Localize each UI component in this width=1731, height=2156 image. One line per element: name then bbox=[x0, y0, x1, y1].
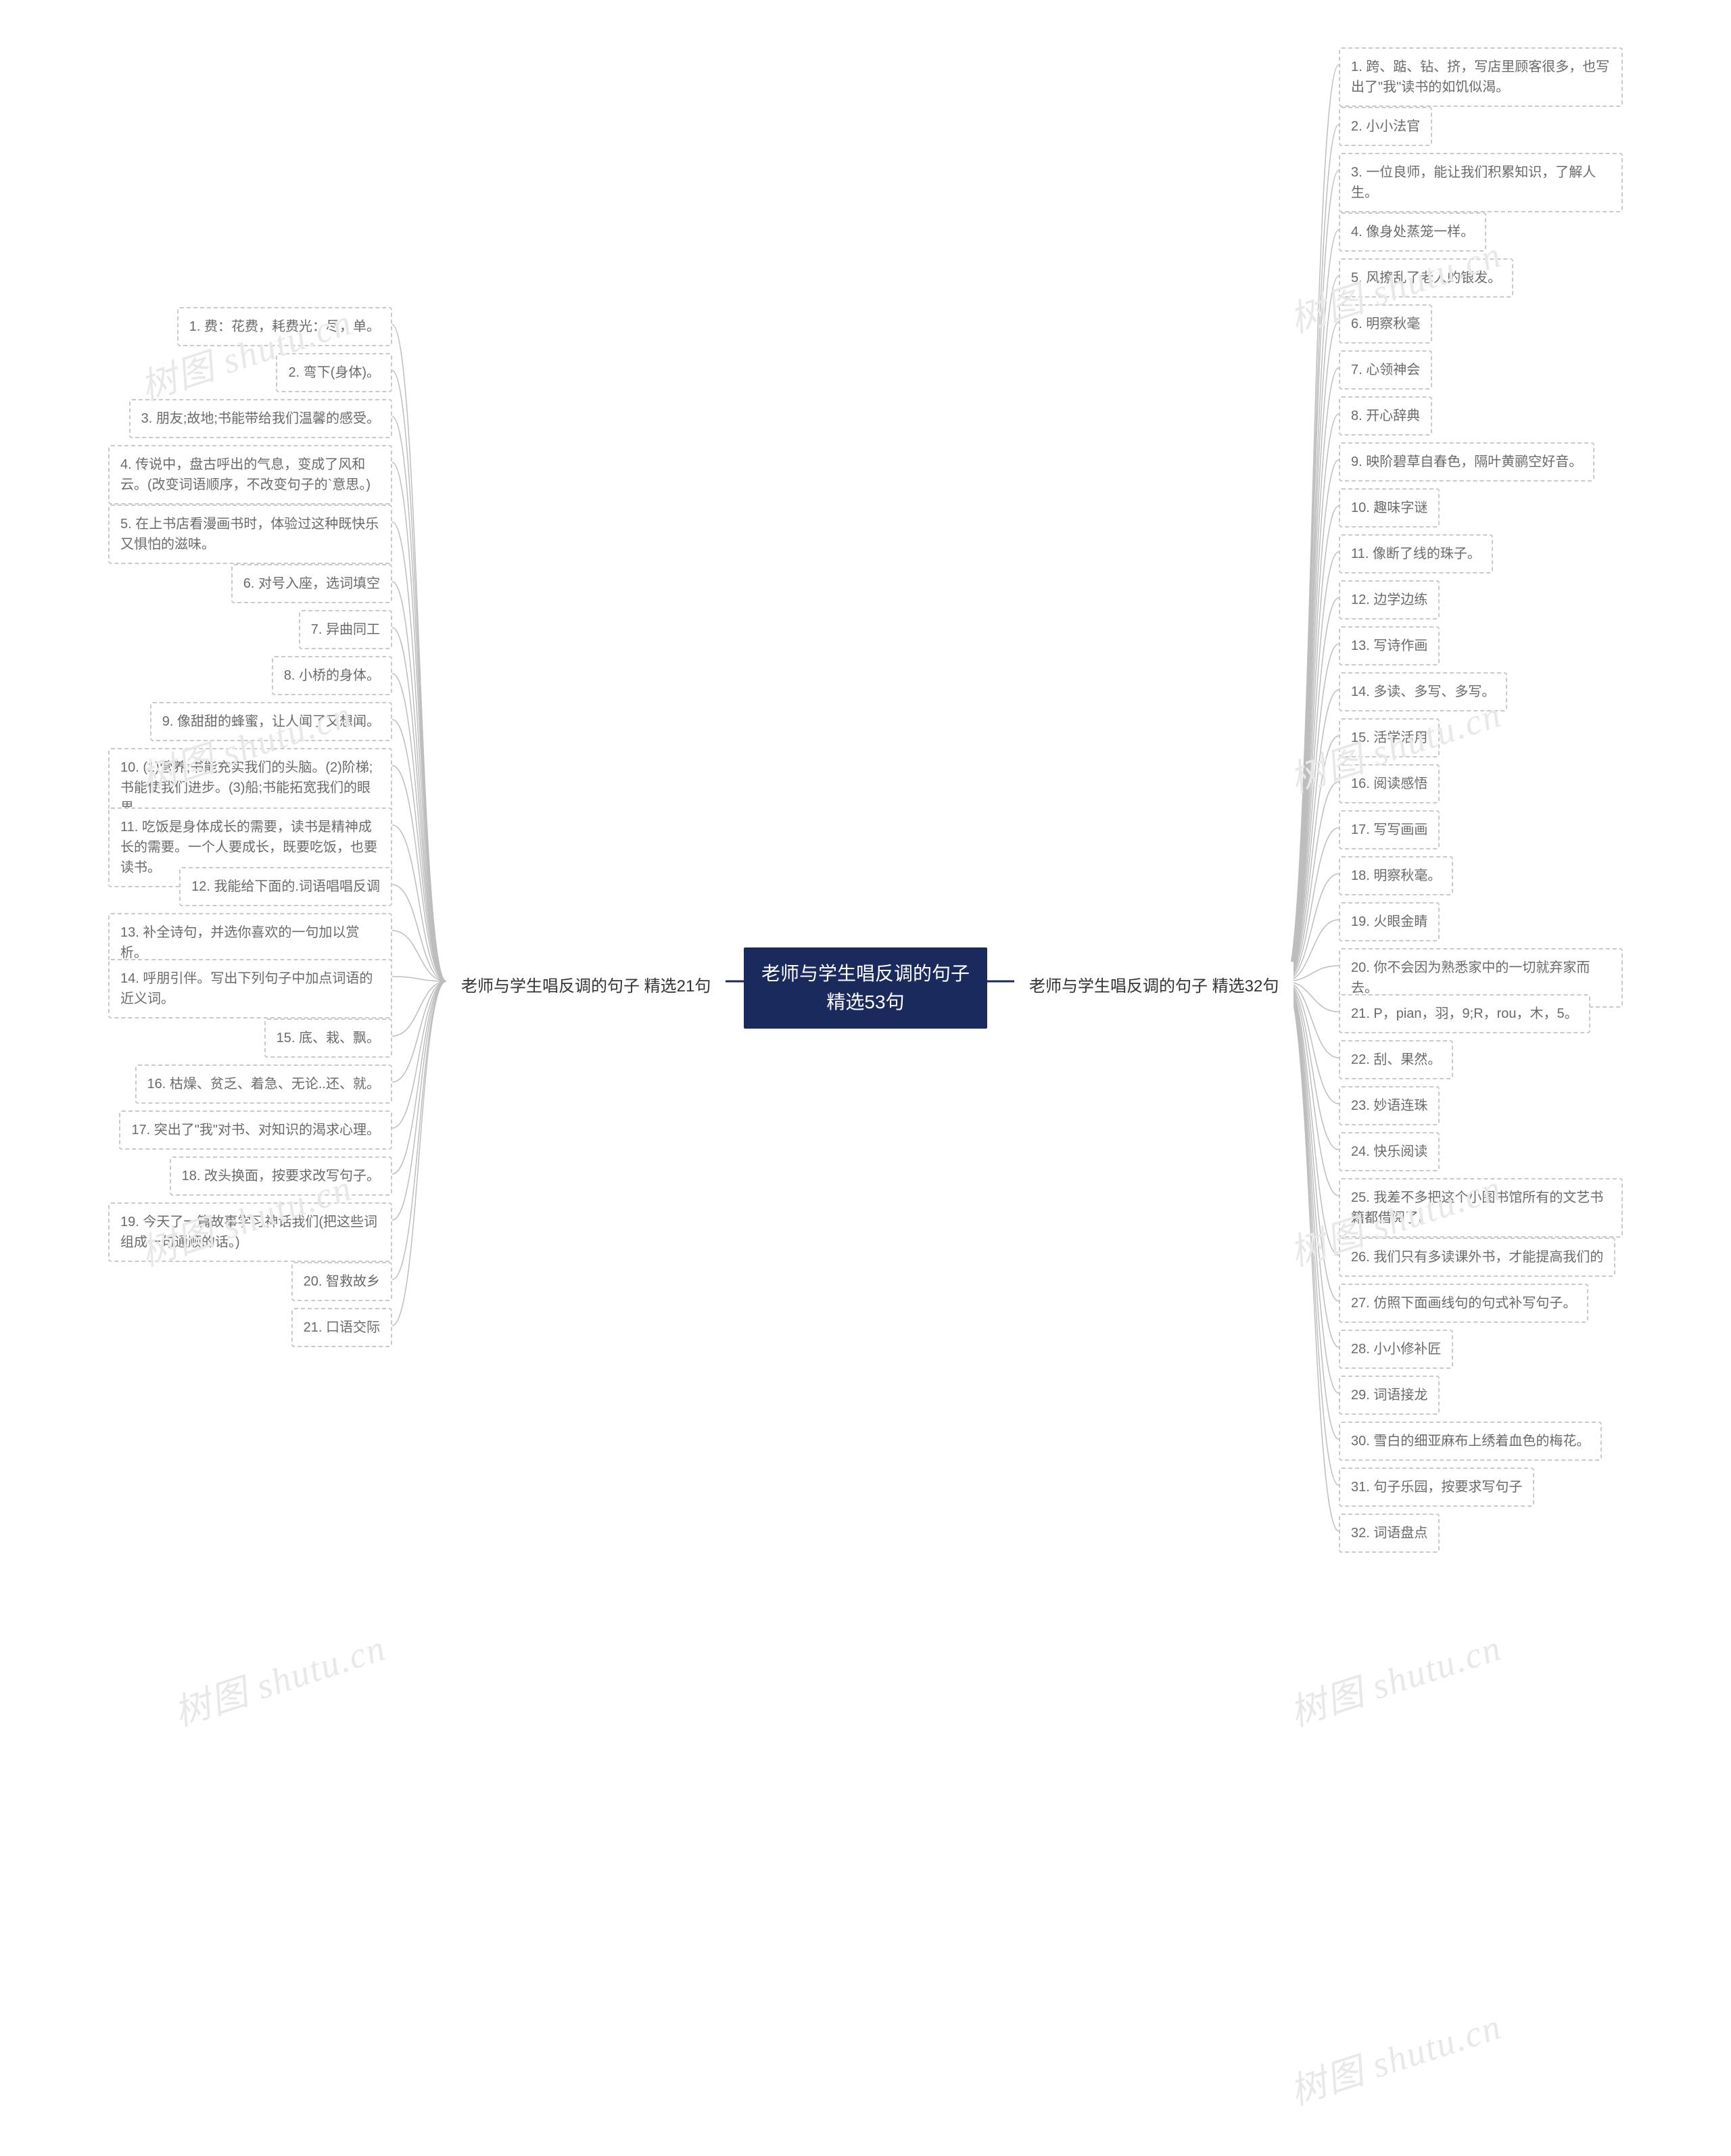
leaf-left: 2. 弯下(身体)。 bbox=[276, 353, 392, 392]
leaf-right: 15. 活学活用 bbox=[1339, 718, 1440, 757]
root-node: 老师与学生唱反调的句子 精选53句 bbox=[744, 947, 987, 1029]
root-label-line2: 精选53句 bbox=[826, 991, 904, 1012]
leaf-left: 4. 传说中，盘古呼出的气息，变成了风和云。(改变词语顺序，不改变句子的`意思。… bbox=[108, 445, 392, 505]
leaf-left: 20. 智救故乡 bbox=[291, 1262, 392, 1301]
leaf-right: 28. 小小修补匠 bbox=[1339, 1330, 1453, 1369]
leaf-left: 1. 费：花费，耗费光：尽，单。 bbox=[177, 307, 392, 346]
leaf-right: 32. 词语盘点 bbox=[1339, 1514, 1440, 1553]
watermark: 树图 shutu.cn bbox=[1282, 1996, 1508, 2115]
leaf-right: 2. 小小法官 bbox=[1339, 107, 1432, 146]
root-label-line1: 老师与学生唱反调的句子 bbox=[761, 963, 970, 984]
leaf-right: 11. 像断了线的珠子。 bbox=[1339, 534, 1493, 573]
leaf-right: 6. 明察秋毫 bbox=[1339, 304, 1432, 344]
leaf-right: 1. 跨、踮、钻、挤，写店里顾客很多，也写出了"我"读书的如饥似渴。 bbox=[1339, 47, 1623, 107]
branch-left-label: 老师与学生唱反调的句子 精选21句 bbox=[461, 977, 711, 995]
branch-left: 老师与学生唱反调的句子 精选21句 bbox=[446, 962, 726, 1007]
leaf-right: 13. 写诗作画 bbox=[1339, 626, 1440, 665]
leaf-right: 25. 我差不多把这个小图书馆所有的文艺书籍都借阅了。 bbox=[1339, 1178, 1623, 1238]
mindmap-canvas: 老师与学生唱反调的句子 精选53句 老师与学生唱反调的句子 精选21句 老师与学… bbox=[0, 0, 1731, 2156]
leaf-right: 16. 阅读感悟 bbox=[1339, 764, 1440, 803]
leaf-right: 24. 快乐阅读 bbox=[1339, 1132, 1440, 1171]
leaf-left: 21. 口语交际 bbox=[291, 1308, 392, 1347]
leaf-left: 16. 枯燥、贫乏、着急、无论..还、就。 bbox=[135, 1064, 392, 1104]
leaf-right: 14. 多读、多写、多写。 bbox=[1339, 672, 1507, 711]
leaf-right: 5. 风撩乱了老人的银发。 bbox=[1339, 258, 1513, 298]
leaf-right: 23. 妙语连珠 bbox=[1339, 1086, 1440, 1125]
leaf-left: 17. 突出了"我"对书、对知识的渴求心理。 bbox=[119, 1110, 392, 1150]
leaf-right: 7. 心领神会 bbox=[1339, 350, 1432, 390]
leaf-left: 14. 呼朋引伴。写出下列句子中加点词语的近义词。 bbox=[108, 959, 392, 1018]
leaf-left: 12. 我能给下面的.词语唱唱反调 bbox=[179, 867, 392, 906]
leaf-right: 29. 词语接龙 bbox=[1339, 1376, 1440, 1415]
leaf-left: 15. 底、栽、飘。 bbox=[264, 1018, 392, 1058]
leaf-right: 8. 开心辞典 bbox=[1339, 396, 1432, 436]
leaf-right: 31. 句子乐园，按要求写句子 bbox=[1339, 1468, 1534, 1507]
branch-right-label: 老师与学生唱反调的句子 精选32句 bbox=[1029, 977, 1279, 995]
leaf-right: 19. 火眼金睛 bbox=[1339, 902, 1440, 941]
leaf-right: 3. 一位良师，能让我们积累知识，了解人生。 bbox=[1339, 153, 1623, 212]
leaf-left: 19. 今天了一篇故事学习神话我们(把这些词组成一句通顺的话。) bbox=[108, 1202, 392, 1262]
leaf-right: 10. 趣味字谜 bbox=[1339, 488, 1440, 528]
leaf-right: 26. 我们只有多读课外书，才能提高我们的 bbox=[1339, 1238, 1615, 1277]
leaf-right: 4. 像身处蒸笼一样。 bbox=[1339, 212, 1486, 252]
leaf-right: 30. 雪白的细亚麻布上绣着血色的梅花。 bbox=[1339, 1422, 1602, 1461]
leaf-right: 17. 写写画画 bbox=[1339, 810, 1440, 849]
leaf-right: 9. 映阶碧草自春色，隔叶黄鹂空好音。 bbox=[1339, 442, 1594, 482]
leaf-left: 6. 对号入座，选词填空 bbox=[231, 564, 392, 603]
leaf-left: 5. 在上书店看漫画书时，体验过这种既快乐又惧怕的滋味。 bbox=[108, 505, 392, 564]
leaf-right: 21. P，pian，羽，9;R，rou，木，5。 bbox=[1339, 994, 1590, 1033]
leaf-left: 3. 朋友;故地;书能带给我们温馨的感受。 bbox=[129, 399, 392, 438]
leaf-left: 8. 小桥的身体。 bbox=[272, 656, 392, 695]
watermark: 树图 shutu.cn bbox=[1282, 1618, 1508, 1737]
leaf-left: 9. 像甜甜的蜂蜜，让人闻了又想闻。 bbox=[150, 702, 392, 741]
leaf-left: 18. 改头换面，按要求改写句子。 bbox=[170, 1156, 392, 1196]
branch-right: 老师与学生唱反调的句子 精选32句 bbox=[1014, 962, 1294, 1007]
leaf-right: 22. 刮、果然。 bbox=[1339, 1040, 1453, 1079]
leaf-left: 7. 异曲同工 bbox=[299, 610, 392, 649]
leaf-right: 12. 边学边练 bbox=[1339, 580, 1440, 619]
watermark: 树图 shutu.cn bbox=[166, 1618, 392, 1737]
leaf-right: 18. 明察秋毫。 bbox=[1339, 856, 1453, 895]
leaf-right: 27. 仿照下面画线句的句式补写句子。 bbox=[1339, 1284, 1588, 1323]
